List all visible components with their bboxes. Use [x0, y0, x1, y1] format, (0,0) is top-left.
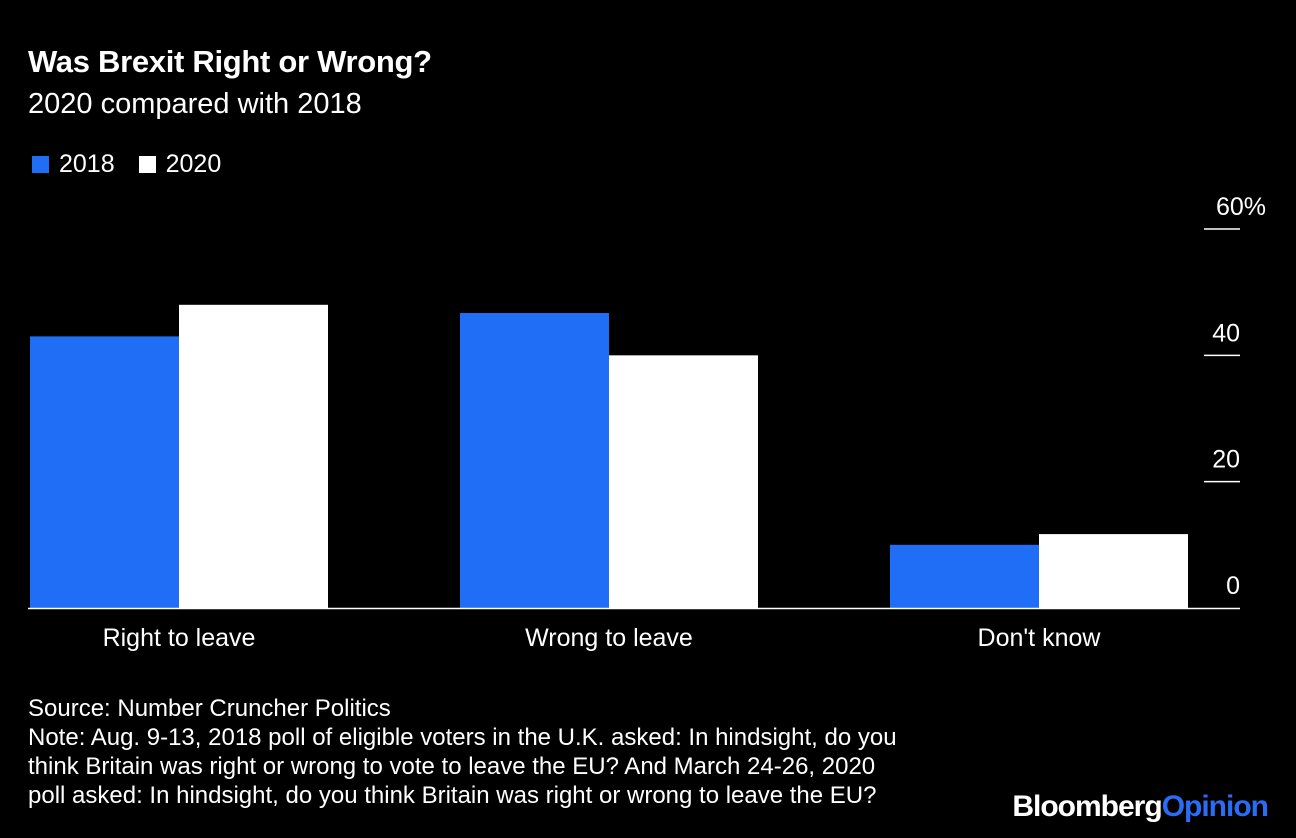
bar-chart: Right to leave Wrong to leave Don't know 0 2… — [28, 193, 1266, 652]
bar-2018-1 — [460, 313, 609, 608]
bar-2018-2 — [890, 544, 1039, 608]
source-note: Source: Number Cruncher Politics — [28, 695, 391, 722]
y-tick-label-2: 40 — [1212, 319, 1240, 347]
legend-swatch-2020 — [138, 156, 156, 173]
chart-subtitle: 2020 compared with 2018 — [28, 88, 362, 120]
bar-2018-0 — [30, 336, 179, 608]
category-label-2: Don't know — [978, 624, 1102, 652]
legend-swatch-2018 — [32, 156, 49, 173]
note-line-1: Note: Aug. 9-13, 2018 poll of eligible v… — [28, 724, 897, 751]
bar-2020-1 — [609, 355, 758, 608]
category-label-0: Right to leave — [103, 624, 256, 652]
logo-bloomberg: Bloomberg — [1012, 790, 1162, 823]
note-line-2: think Britain was right or wrong to vote… — [28, 753, 876, 780]
y-tick-label-3: 60% — [1216, 193, 1266, 221]
legend-item-2018: 2018 — [32, 150, 115, 179]
y-tick-label-1: 20 — [1212, 446, 1240, 474]
legend-label-2020: 2020 — [165, 150, 222, 178]
bar-2020-2 — [1039, 534, 1188, 608]
logo-opinion: Opinion — [1161, 790, 1269, 823]
bloomberg-opinion-logo: BloombergOpinion — [1012, 790, 1269, 824]
bar-2020-0 — [179, 304, 328, 608]
chart-footer: Source: Number Cruncher Politics Note: A… — [28, 694, 1008, 810]
note-line-3: poll asked: In hindsight, do you think B… — [28, 782, 877, 809]
legend-item-2020: 2020 — [138, 150, 222, 179]
category-label-1: Wrong to leave — [525, 624, 693, 652]
legend-label-2018: 2018 — [59, 150, 115, 178]
chart-title: Was Brexit Right or Wrong? — [28, 44, 432, 79]
chart-legend: 2018 2020 — [32, 150, 245, 179]
y-tick-label-0: 0 — [1226, 572, 1240, 600]
